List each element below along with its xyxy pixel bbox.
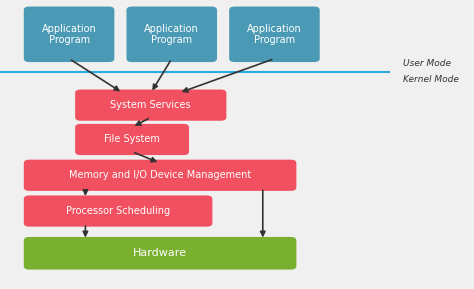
FancyBboxPatch shape: [229, 7, 320, 62]
FancyBboxPatch shape: [75, 90, 227, 121]
Text: Kernel Mode: Kernel Mode: [403, 75, 459, 84]
FancyBboxPatch shape: [24, 160, 296, 191]
Text: Application
Program: Application Program: [42, 23, 96, 45]
FancyBboxPatch shape: [24, 237, 296, 270]
Text: Application
Program: Application Program: [247, 23, 302, 45]
FancyBboxPatch shape: [127, 7, 217, 62]
FancyBboxPatch shape: [75, 124, 189, 155]
Text: System Services: System Services: [110, 100, 191, 110]
Text: Memory and I/O Device Management: Memory and I/O Device Management: [69, 170, 251, 180]
Text: User Mode: User Mode: [403, 59, 451, 68]
FancyBboxPatch shape: [24, 195, 212, 227]
FancyBboxPatch shape: [24, 7, 114, 62]
Text: Application
Program: Application Program: [145, 23, 199, 45]
Text: Processor Scheduling: Processor Scheduling: [66, 206, 170, 216]
Text: Hardware: Hardware: [133, 248, 187, 258]
Text: File System: File System: [104, 134, 160, 144]
